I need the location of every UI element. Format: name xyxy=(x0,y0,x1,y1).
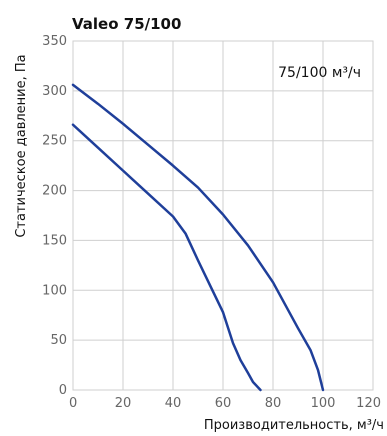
data-curves xyxy=(71,83,325,392)
series-line-1 xyxy=(71,123,262,392)
grid-lines xyxy=(72,40,374,391)
y-axis-ticks: 0 50 100 150 200 250 300 350 xyxy=(42,34,67,398)
x-axis-label: Производительность, м³/ч xyxy=(204,418,384,433)
y-tick-label-5: 250 xyxy=(42,134,67,149)
y-tick-label-7: 350 xyxy=(42,34,67,49)
y-tick-label-2: 100 xyxy=(42,283,67,298)
x-tick-label-4: 80 xyxy=(265,396,282,411)
x-tick-label-3: 60 xyxy=(215,396,232,411)
x-tick-label-6: 120 xyxy=(356,396,381,411)
y-tick-label-6: 300 xyxy=(42,84,67,99)
x-tick-label-1: 20 xyxy=(115,396,132,411)
y-tick-label-1: 50 xyxy=(50,333,67,348)
chart-title: Valeo 75/100 xyxy=(72,15,181,33)
y-tick-label-4: 200 xyxy=(42,184,67,199)
curve-annotation: 75/100 м³/ч xyxy=(278,65,361,81)
series-line-2 xyxy=(71,83,325,392)
y-tick-label-3: 150 xyxy=(42,233,67,248)
y-axis-label: Статическое давление, Па xyxy=(14,54,29,237)
x-axis-ticks: 0 20 40 60 80 100 120 xyxy=(69,396,381,411)
x-tick-label-0: 0 xyxy=(69,396,77,411)
x-tick-label-5: 100 xyxy=(311,396,336,411)
x-tick-label-2: 40 xyxy=(165,396,182,411)
y-tick-label-0: 0 xyxy=(59,383,67,398)
